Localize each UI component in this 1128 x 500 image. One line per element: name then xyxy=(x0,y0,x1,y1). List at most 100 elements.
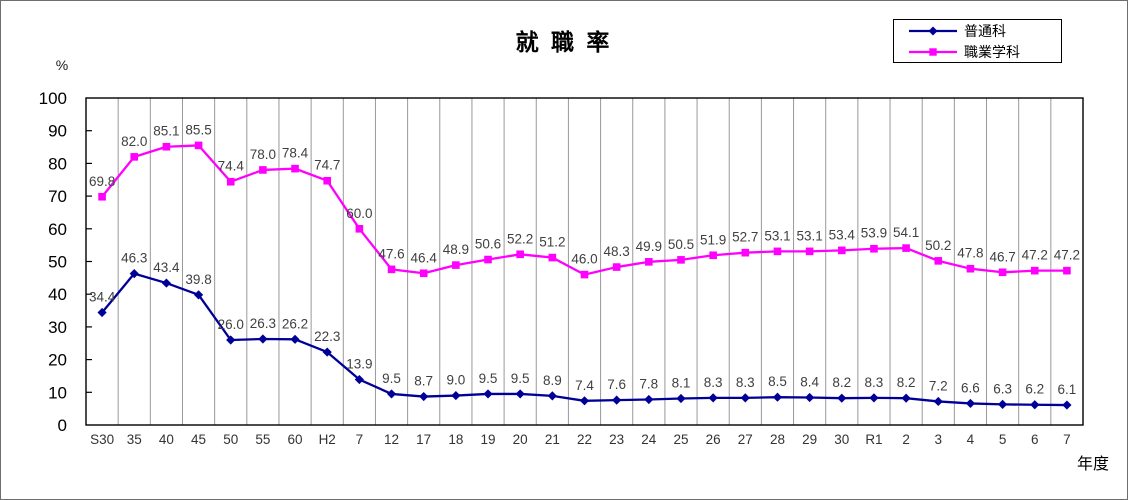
data-label: 7.8 xyxy=(639,376,658,391)
data-point-square xyxy=(419,269,428,278)
y-tick-label: 70 xyxy=(48,187,67,206)
x-tick-label: 4 xyxy=(967,432,975,447)
data-label: 46.7 xyxy=(989,249,1015,264)
data-point-diamond xyxy=(612,395,622,405)
data-point-square xyxy=(194,141,203,150)
data-point-square xyxy=(452,261,460,269)
data-point-square xyxy=(645,258,653,266)
legend-swatch-line-diamond-icon xyxy=(909,26,957,35)
data-point-square xyxy=(677,256,685,264)
data-label: 53.9 xyxy=(861,226,887,241)
data-label: 47.8 xyxy=(957,246,983,261)
data-label: 50.5 xyxy=(668,237,694,252)
x-tick-label: 17 xyxy=(416,432,431,447)
data-point-square xyxy=(773,247,782,256)
data-point-diamond xyxy=(386,389,397,399)
legend-swatch-line-square-icon xyxy=(909,47,957,56)
data-point-square xyxy=(870,244,878,253)
data-label: 69.8 xyxy=(89,174,115,189)
data-label: 39.8 xyxy=(185,272,211,287)
data-point-diamond xyxy=(419,391,429,402)
y-tick-label: 30 xyxy=(48,318,67,337)
y-tick-label: 0 xyxy=(58,416,67,435)
data-label: 6.3 xyxy=(993,381,1012,396)
y-tick-label: 50 xyxy=(48,253,67,272)
data-label: 8.5 xyxy=(768,374,787,389)
data-label: 46.3 xyxy=(121,251,147,266)
data-label: 34.4 xyxy=(89,290,116,305)
x-tick-label: 12 xyxy=(384,432,399,447)
x-tick-label: 23 xyxy=(609,432,624,447)
y-tick-label: 40 xyxy=(48,285,67,304)
data-point-diamond xyxy=(933,396,943,407)
data-point-diamond xyxy=(579,396,590,406)
data-label: 78.4 xyxy=(282,146,309,161)
data-point-square xyxy=(612,263,621,271)
data-label: 8.2 xyxy=(832,375,851,390)
data-point-diamond xyxy=(258,334,268,344)
data-point-square xyxy=(1063,266,1071,275)
data-point-square xyxy=(355,225,364,233)
data-label: 53.1 xyxy=(764,228,790,243)
data-label: 6.1 xyxy=(1058,382,1077,397)
data-label: 13.9 xyxy=(346,357,372,372)
data-point-diamond xyxy=(965,398,976,409)
data-point-square xyxy=(741,248,750,257)
x-tick-label: 3 xyxy=(935,432,943,447)
data-label: 52.7 xyxy=(732,230,758,245)
legend-item-futsuka: 普通科 xyxy=(907,21,1061,40)
x-tick-label: 45 xyxy=(191,432,206,447)
data-point-diamond xyxy=(644,394,654,405)
x-tick-label: R1 xyxy=(865,432,882,447)
data-label: 26.0 xyxy=(218,317,244,332)
data-point-diamond xyxy=(676,393,686,404)
x-tick-label: 7 xyxy=(356,432,364,447)
y-tick-label: 10 xyxy=(48,383,67,402)
y-tick-label: 20 xyxy=(48,351,67,370)
x-tick-label: 29 xyxy=(802,432,817,447)
data-point-square xyxy=(934,257,943,265)
data-point-square xyxy=(98,192,106,201)
x-tick-label: 21 xyxy=(545,432,560,447)
legend-marker xyxy=(928,26,938,35)
data-label: 46.4 xyxy=(411,250,438,265)
y-tick-label: 60 xyxy=(48,220,67,239)
data-label: 50.6 xyxy=(475,237,501,252)
data-point-diamond xyxy=(483,389,493,399)
data-label: 54.1 xyxy=(893,225,919,240)
data-point-square xyxy=(226,177,235,186)
data-point-diamond xyxy=(837,393,847,403)
data-point-diamond xyxy=(515,389,525,399)
data-label: 85.1 xyxy=(153,124,179,139)
x-tick-label: 26 xyxy=(706,432,721,447)
x-tick-label: 40 xyxy=(159,432,174,447)
chart-title: 就 職 率 xyxy=(515,29,613,55)
data-label: 9.5 xyxy=(511,371,530,386)
x-axis-title: 年度 xyxy=(1076,456,1109,473)
data-point-square xyxy=(805,247,814,256)
x-tick-label: 27 xyxy=(738,432,753,447)
x-tick-label: 7 xyxy=(1063,432,1071,447)
data-point-diamond xyxy=(1030,400,1040,410)
data-label: 6.6 xyxy=(961,380,980,395)
legend-label: 職業学科 xyxy=(964,43,1020,60)
data-point-diamond xyxy=(161,278,172,288)
x-tick-label: 6 xyxy=(1031,432,1039,447)
data-point-diamond xyxy=(129,268,139,279)
data-point-diamond xyxy=(708,393,718,403)
x-tick-label: 50 xyxy=(223,432,238,447)
data-point-diamond xyxy=(97,307,107,318)
data-label: 51.2 xyxy=(539,235,565,250)
data-label: 47.2 xyxy=(1022,248,1048,263)
data-point-square xyxy=(162,142,171,151)
data-label: 53.1 xyxy=(796,228,822,243)
data-point-square xyxy=(130,153,139,161)
y-tick-label: 80 xyxy=(48,154,67,173)
data-label: 9.0 xyxy=(446,373,465,388)
x-tick-label: 18 xyxy=(448,432,463,447)
data-label: 49.9 xyxy=(636,239,662,254)
x-tick-label: 55 xyxy=(255,432,270,447)
x-tick-label: S30 xyxy=(90,432,114,447)
data-point-square xyxy=(709,251,717,260)
